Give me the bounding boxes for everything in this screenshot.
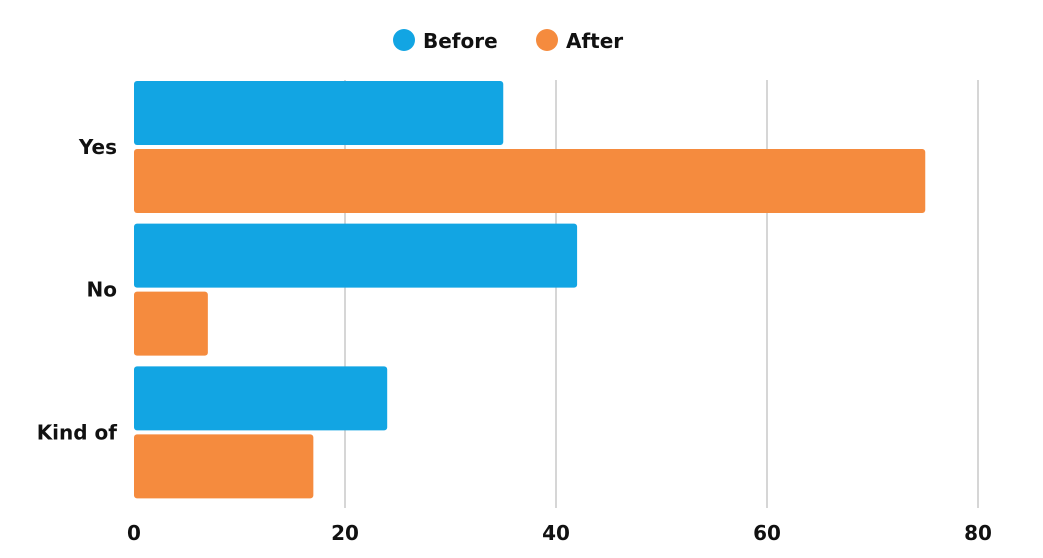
bar-before-yes <box>134 81 504 145</box>
legend-item-before[interactable]: Before <box>393 29 498 53</box>
category-label-no: No <box>87 278 117 302</box>
category-label-kind-of: Kind of <box>37 420 118 444</box>
bar-before-kind-of <box>134 366 388 431</box>
legend-label-before: Before <box>423 29 498 53</box>
axis-layer: 0 20 40 60 80 Yes No Kind of <box>37 135 992 545</box>
legend-item-after[interactable]: After <box>536 29 623 53</box>
legend-label-after: After <box>566 29 623 53</box>
bar-before-no <box>134 223 578 288</box>
x-tick-label-20: 20 <box>331 521 359 545</box>
x-tick-label-60: 60 <box>753 521 781 545</box>
legend: Before After <box>393 29 623 53</box>
x-tick-label-0: 0 <box>127 521 141 545</box>
legend-swatch-after <box>536 29 558 51</box>
x-tick-label-80: 80 <box>964 521 992 545</box>
legend-swatch-before <box>393 29 415 51</box>
bar-after-yes <box>134 149 926 213</box>
bar-after-no <box>134 291 208 356</box>
bar-after-kind-of <box>134 434 314 499</box>
bars-layer <box>134 81 926 499</box>
x-tick-label-40: 40 <box>542 521 570 545</box>
category-label-yes: Yes <box>78 135 117 159</box>
